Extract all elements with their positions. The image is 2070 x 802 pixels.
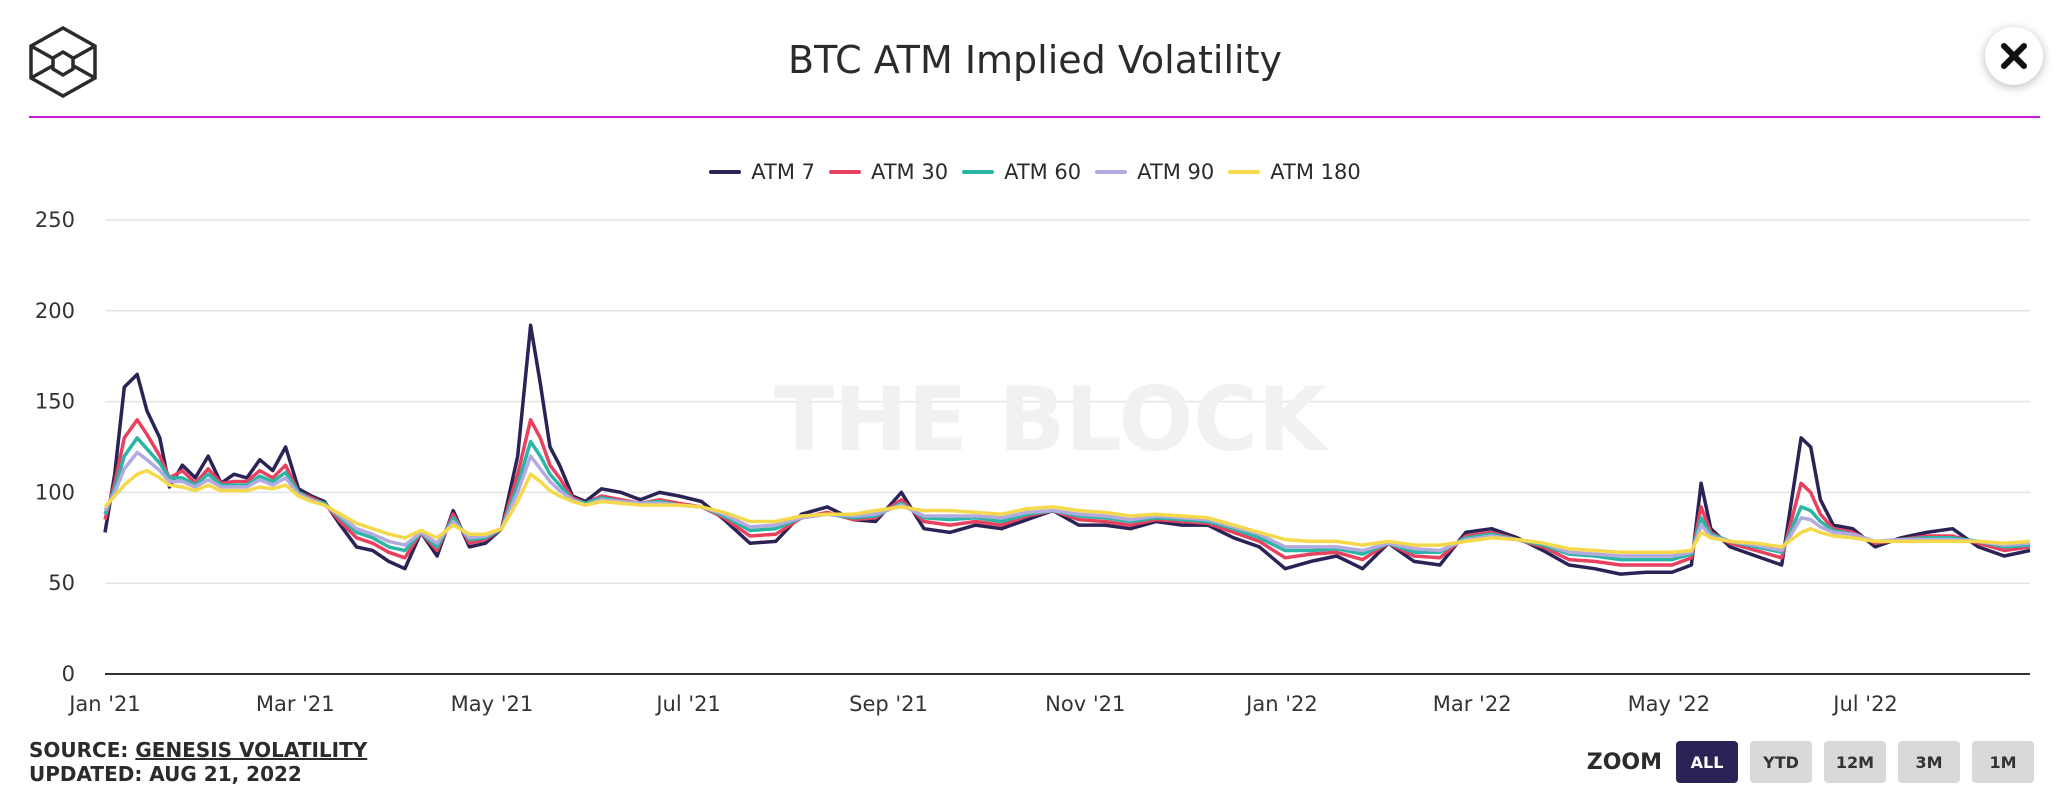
x-tick-label: Jul '22	[1831, 692, 1898, 716]
zoom-ytd-button[interactable]: YTD	[1750, 741, 1812, 783]
chart-legend: ATM 7 ATM 30 ATM 60 ATM 90 ATM 180	[0, 160, 2070, 184]
header-divider	[29, 116, 2040, 118]
series-line	[103, 468, 2031, 555]
legend-swatch	[962, 170, 995, 174]
y-tick-label: 0	[62, 662, 75, 686]
zoom-label: ZOOM	[1586, 749, 1662, 775]
cube-logo-icon	[29, 26, 97, 98]
legend-label: ATM 30	[870, 160, 949, 184]
x-tick-label: Jul '21	[654, 692, 721, 716]
y-tick-label: 150	[35, 390, 75, 414]
zoom-all-button[interactable]: ALL	[1676, 741, 1738, 783]
legend-item[interactable]: ATM 30	[828, 160, 949, 184]
source-link[interactable]: GENESIS VOLATILITY	[135, 738, 368, 762]
y-tick-label: 100	[35, 480, 75, 504]
series-line	[103, 323, 2031, 576]
x-tick-label: Jan '22	[1244, 692, 1318, 716]
legend-swatch	[828, 170, 861, 174]
y-tick-label: 200	[35, 299, 75, 323]
legend-item[interactable]: ATM 7	[709, 160, 815, 184]
legend-swatch	[709, 170, 742, 174]
close-button[interactable]	[1985, 27, 2043, 85]
legend-item[interactable]: ATM 60	[962, 160, 1081, 184]
updated-text: UPDATED: AUG 21, 2022	[29, 762, 302, 786]
legend-label: ATM 60	[1004, 160, 1082, 184]
zoom-1m-button[interactable]: 1M	[1972, 741, 2034, 783]
x-tick-label: Mar '22	[1433, 692, 1512, 716]
watermark: THE BLOCK	[774, 368, 1329, 471]
legend-label: ATM 7	[751, 160, 815, 184]
legend-item[interactable]: ATM 180	[1228, 160, 1361, 184]
legend-label: ATM 180	[1270, 160, 1361, 184]
legend-swatch	[1095, 170, 1128, 174]
line-chart: 0 50 100 150 200 250 THE BLOCK Jan '21 Mar '21 Ma…	[35, 208, 2031, 716]
zoom-controls: ZOOM ALL YTD 12M 3M 1M	[1587, 741, 2034, 783]
x-tick-label: Sep '21	[849, 692, 928, 716]
x-tick-label: Nov '21	[1045, 692, 1125, 716]
x-tick-label: Mar '21	[256, 692, 335, 716]
x-tick-label: Jan '21	[67, 692, 141, 716]
source-block: SOURCE: GENESIS VOLATILITY UPDATED: AUG …	[29, 738, 367, 786]
x-tick-label: May '22	[1628, 692, 1711, 716]
y-tick-label: 250	[35, 208, 75, 232]
page-title: BTC ATM Implied Volatility	[788, 38, 1282, 82]
zoom-3m-button[interactable]: 3M	[1898, 741, 1960, 783]
legend-item[interactable]: ATM 90	[1095, 160, 1214, 184]
zoom-12m-button[interactable]: 12M	[1824, 741, 1886, 783]
source-label: SOURCE:	[29, 738, 129, 762]
legend-swatch	[1228, 170, 1261, 174]
y-tick-label: 50	[48, 571, 75, 595]
x-tick-label: May '21	[451, 692, 534, 716]
legend-label: ATM 90	[1137, 160, 1215, 184]
close-icon	[2001, 43, 2027, 69]
